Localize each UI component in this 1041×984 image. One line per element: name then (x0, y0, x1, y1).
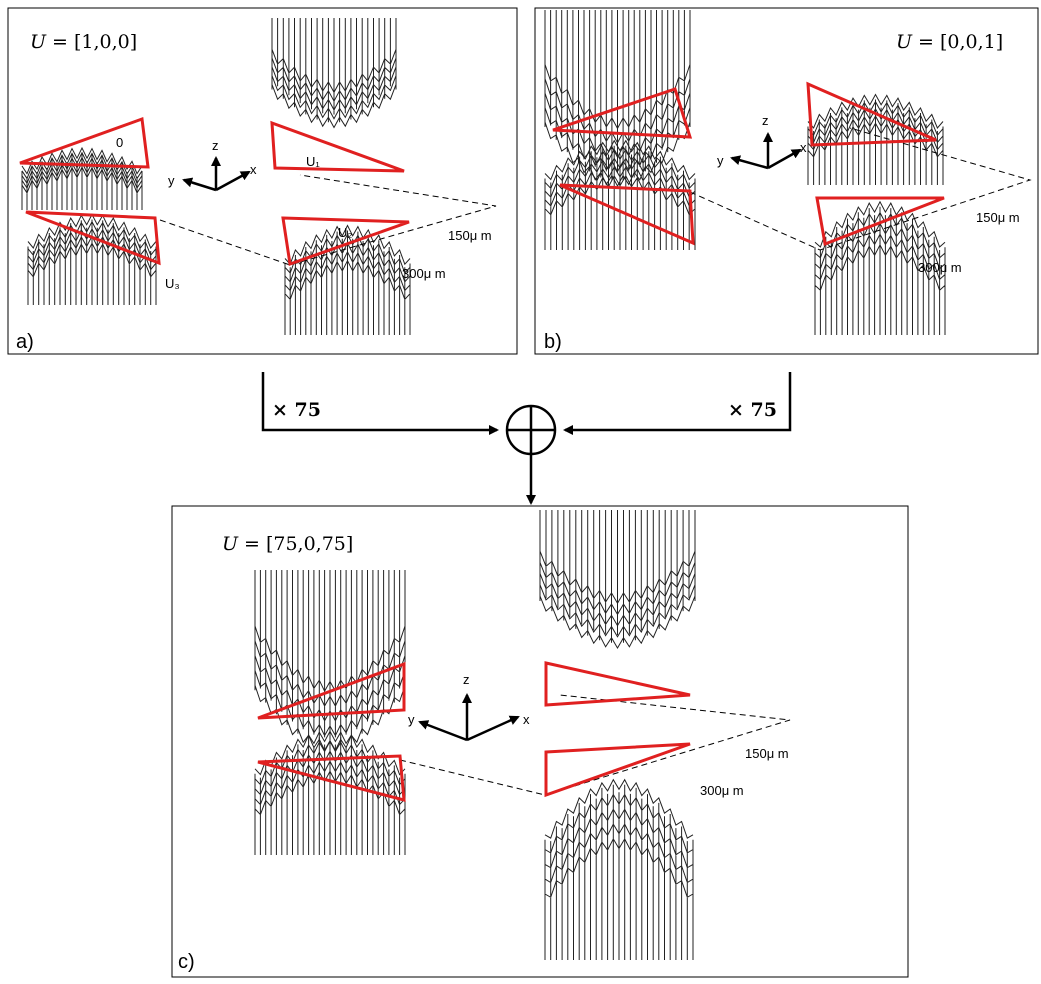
triangle-u1-label: U₁ (306, 154, 320, 169)
panel-label: c) (178, 951, 195, 973)
axis-label-x: x (250, 162, 257, 177)
u-symbol: U (896, 31, 913, 53)
u-symbol: U (222, 533, 239, 555)
triangle-u3-label: U₃ (165, 276, 180, 291)
panel-a-axes (182, 156, 251, 192)
u-vector-value: = [1,0,0] (52, 31, 137, 53)
dimension-300um: 300μ m (700, 783, 744, 798)
wireframe-surface (544, 10, 691, 188)
triangle-u2 (281, 216, 410, 267)
axis-label-z: z (212, 138, 219, 153)
triangle-b-bottom-right (815, 196, 945, 247)
panel-label: a) (16, 331, 34, 353)
panel-b-mesh-group (544, 10, 946, 335)
panel-b: z y x 150μ m 300μ m U = [0,0,1] b) (534, 7, 1039, 355)
panel-a: z y x 0 U₁ U₂ U₃ 150μ m 300μ m U = [1,0,… (7, 7, 518, 355)
axis-label-y: y (717, 153, 724, 168)
combine-diagram (261, 372, 792, 505)
triangle-0-label: 0 (116, 135, 123, 150)
dimension-300um: 300μ m (918, 260, 962, 275)
wireframe-surface (814, 200, 946, 335)
panel-label: b) (544, 331, 562, 353)
wireframe-surface (544, 139, 696, 250)
triangle-u2-label: U₂ (338, 225, 352, 240)
triangle-b-top-left (552, 87, 693, 139)
panel-c-frame (171, 505, 909, 978)
triangle-c-bottom-right (544, 742, 691, 798)
triangle-b-top-right (806, 81, 937, 147)
panel-a-triangles (19, 116, 410, 267)
wireframe-surface (254, 570, 406, 752)
dimension-150um: 150μ m (976, 210, 1020, 225)
panel-a-mesh-group (21, 18, 411, 335)
wireframe-surface (254, 730, 406, 855)
triangle-u1 (270, 120, 405, 173)
wireframe-surface (284, 224, 411, 335)
triangle-c-bottom-left (257, 754, 406, 802)
panel-b-dashes (689, 127, 1032, 251)
dimension-150um: 150μ m (745, 746, 789, 761)
u-vector-value: = [75,0,75] (244, 533, 353, 555)
wireframe-surface (271, 18, 397, 129)
axis-label-x: x (523, 712, 530, 727)
axis-label-z: z (762, 113, 769, 128)
right-scale-factor: × 75 (728, 399, 777, 421)
wireframe-surface (21, 146, 143, 210)
panel-b-axes (730, 132, 802, 170)
u-symbol: U (30, 31, 47, 53)
dimension-150um: 150μ m (448, 228, 492, 243)
panel-c-mesh-group (254, 510, 696, 960)
wireframe-surface (27, 213, 157, 305)
axis-label-y: y (408, 712, 415, 727)
triangle-u3 (25, 210, 161, 266)
wireframe-surface (539, 510, 696, 649)
panel-b-triangles (552, 81, 945, 247)
panel-a-dashes (159, 174, 497, 266)
panel-b-frame (534, 7, 1039, 355)
triangle-c-top-right (544, 661, 691, 707)
panel-c-axes (418, 693, 520, 742)
left-input-arrow (261, 372, 499, 435)
triangle-b-bottom-left (559, 183, 695, 246)
right-input-arrow (563, 372, 792, 435)
dimension-300um: 300μ m (402, 266, 446, 281)
panel-a-frame (7, 7, 518, 355)
triangle-c-top-left (257, 661, 406, 720)
wireframe-surface (544, 778, 694, 960)
left-scale-factor: × 75 (272, 399, 321, 421)
panel-c-dashes (399, 694, 791, 796)
u-vector-value: = [0,0,1] (918, 31, 1003, 53)
panel-c-triangles (257, 661, 691, 802)
triangle-0 (19, 116, 150, 169)
axis-label-x: x (800, 140, 807, 155)
axis-label-z: z (463, 672, 470, 687)
panel-c: z y x 150μ m 300μ m U = [75,0,75] c) (171, 505, 909, 978)
axis-label-y: y (168, 173, 175, 188)
